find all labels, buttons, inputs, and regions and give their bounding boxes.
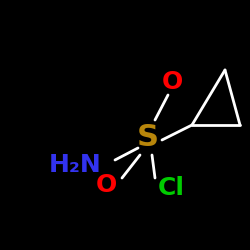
Text: O: O (162, 70, 182, 94)
Text: H₂N: H₂N (48, 153, 102, 177)
Text: O: O (96, 173, 116, 197)
Text: Cl: Cl (158, 176, 185, 200)
Text: S: S (137, 124, 159, 152)
